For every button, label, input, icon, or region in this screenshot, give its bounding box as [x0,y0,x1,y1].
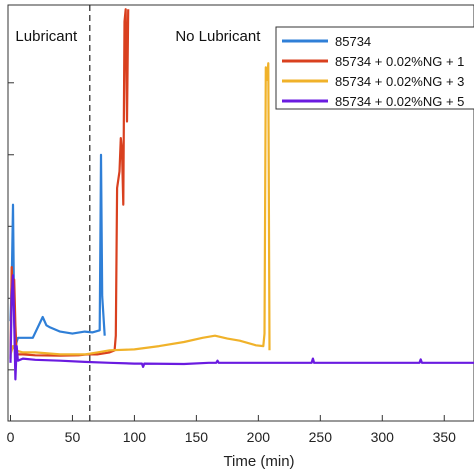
annotation-no-lubricant: No Lubricant [175,28,261,45]
legend-label-3: 85734 + 0.02%NG + 3 [335,74,464,89]
x-tick-label-0: 0 [7,429,15,445]
series-line-2 [9,8,130,359]
series-line-3 [9,62,271,356]
x-tick-label-1: 50 [65,429,81,445]
legend-label-1: 85734 [335,34,371,49]
legend-label-4: 85734 + 0.02%NG + 5 [335,94,464,109]
x-tick-label-7: 350 [433,429,457,445]
annotation-layer: Lubricant No Lubricant [15,28,261,45]
x-tick-label-3: 150 [185,429,209,445]
x-tick-label-2: 100 [123,429,147,445]
x-axis-label: Time (min) [223,453,294,470]
x-tick-label-6: 300 [371,429,395,445]
x-axis: 0 50 100 150 200 250 300 350 [7,415,457,445]
x-tick-label-4: 200 [247,429,271,445]
series-layer [9,8,474,381]
series-line-4 [9,274,474,381]
x-tick-label-5: 250 [309,429,333,445]
legend-label-2: 85734 + 0.02%NG + 1 [335,54,464,69]
legend: 85734 85734 + 0.02%NG + 1 85734 + 0.02%NG … [275,26,474,110]
annotation-lubricant: Lubricant [15,28,78,45]
